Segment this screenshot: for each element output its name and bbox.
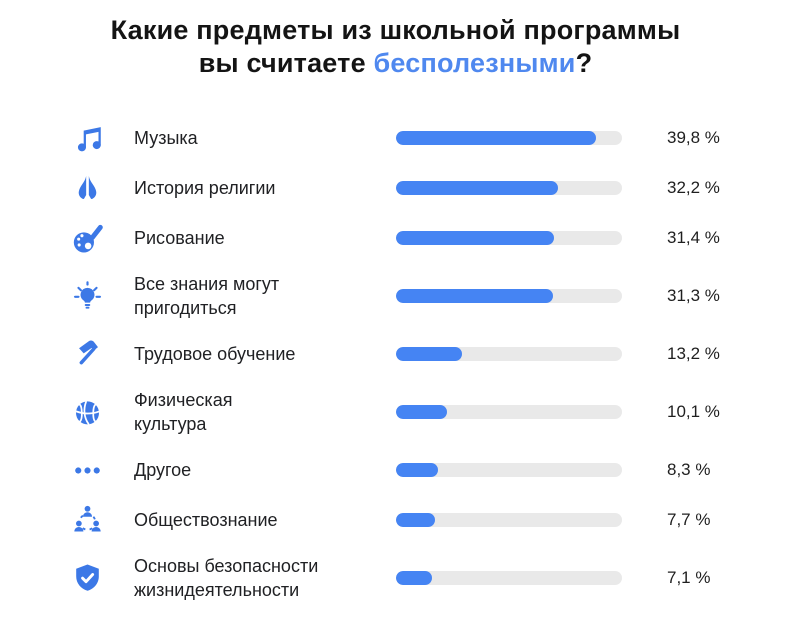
shield-check-icon <box>62 560 112 597</box>
row-label: Основы безопасности жизнидеятельности <box>134 556 319 600</box>
bar-fill <box>396 463 438 477</box>
bar-fill <box>396 347 463 361</box>
row-label: Другое <box>134 460 192 480</box>
bar-fill <box>396 131 596 145</box>
chart-row: Физическая культура 10,1 % <box>62 379 791 445</box>
chart-row: Основы безопасности жизнидеятельности 7,… <box>62 545 791 611</box>
value-label: 10,1 % <box>667 402 720 421</box>
bar-track <box>396 181 622 195</box>
bar-track <box>396 231 622 245</box>
row-label: История религии <box>134 178 276 198</box>
title-line-1: Какие предметы из школьной программы <box>110 15 681 45</box>
chart-row: Музыка 39,8 % <box>62 113 791 163</box>
chart-row: Трудовое обучение 13,2 % <box>62 329 791 379</box>
praying-hands-icon <box>62 170 112 207</box>
bar-fill <box>396 571 432 585</box>
bar-fill <box>396 289 554 303</box>
people-network-icon <box>62 502 112 539</box>
chart-row: История религии 32,2 % <box>62 163 791 213</box>
value-label: 31,3 % <box>667 286 720 305</box>
bar-track <box>396 405 622 419</box>
row-label: Все знания могут пригодиться <box>134 274 280 318</box>
value-label: 7,1 % <box>667 568 711 587</box>
title-question-mark: ? <box>575 48 593 78</box>
lightbulb-icon <box>62 278 112 315</box>
basketball-icon <box>62 394 112 431</box>
row-label: Трудовое обучение <box>134 344 296 364</box>
ellipsis-icon <box>62 452 112 489</box>
value-label: 32,2 % <box>667 178 720 197</box>
bar-track <box>396 571 622 585</box>
value-label: 39,8 % <box>667 128 720 147</box>
chart-row: Другое 8,3 % <box>62 445 791 495</box>
bar-track <box>396 131 622 145</box>
bar-track <box>396 513 622 527</box>
row-label: Музыка <box>134 128 198 148</box>
chart-row: Обществознание 7,7 % <box>62 495 791 545</box>
row-label: Обществознание <box>134 510 278 530</box>
bar-track <box>396 289 622 303</box>
title-accent-word: бесполезными <box>373 48 576 78</box>
chart-row: Рисование 31,4 % <box>62 213 791 263</box>
value-label: 31,4 % <box>667 228 720 247</box>
value-label: 8,3 % <box>667 460 711 479</box>
row-label: Рисование <box>134 228 225 248</box>
chart-rows: Музыка 39,8 % История религии 32,2 % Рис… <box>0 113 791 611</box>
page-title: Какие предметы из школьной программы вы с… <box>0 0 791 80</box>
hammer-icon <box>62 336 112 373</box>
music-note-icon <box>62 120 112 157</box>
chart-row: Все знания могут пригодиться 31,3 % <box>62 263 791 329</box>
row-label: Физическая культура <box>134 390 233 434</box>
bar-fill <box>396 405 447 419</box>
title-line-2-prefix: вы считаете <box>198 48 374 78</box>
bar-fill <box>396 181 558 195</box>
bar-track <box>396 347 622 361</box>
palette-icon <box>62 220 112 257</box>
value-label: 13,2 % <box>667 344 720 363</box>
bar-fill <box>396 513 435 527</box>
value-label: 7,7 % <box>667 510 711 529</box>
bar-fill <box>396 231 554 245</box>
bar-track <box>396 463 622 477</box>
